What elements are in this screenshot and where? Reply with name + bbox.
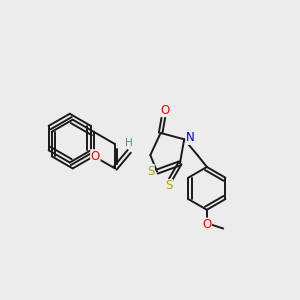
- Text: S: S: [165, 179, 172, 193]
- Text: O: O: [202, 218, 212, 231]
- Text: O: O: [91, 150, 100, 163]
- Text: H: H: [125, 138, 133, 148]
- Text: O: O: [160, 103, 169, 117]
- Text: N: N: [186, 131, 194, 144]
- Text: S: S: [147, 164, 154, 178]
